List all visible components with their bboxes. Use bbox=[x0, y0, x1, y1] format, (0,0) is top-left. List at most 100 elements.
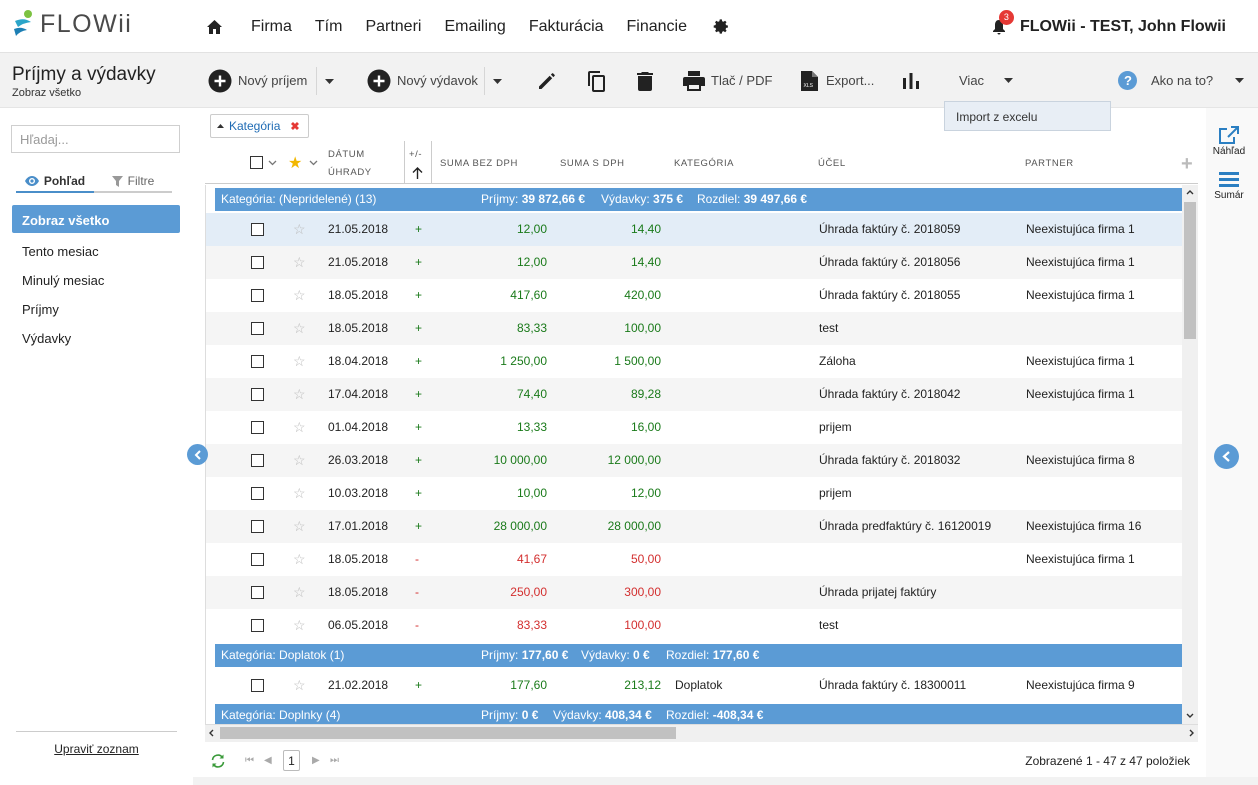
scroll-right-icon[interactable] bbox=[1189, 729, 1194, 737]
table-row[interactable]: ☆ 21.05.2018 +12,00 14,40 Úhrada faktúry č. … bbox=[206, 213, 1182, 246]
prev-page-icon[interactable]: ◀ bbox=[264, 755, 272, 766]
row-checkbox[interactable] bbox=[251, 322, 264, 335]
star-icon[interactable]: ☆ bbox=[293, 584, 306, 600]
star-icon[interactable]: ☆ bbox=[293, 485, 306, 501]
row-checkbox[interactable] bbox=[251, 223, 264, 236]
sidebar-item-expenses[interactable]: Výdavky bbox=[22, 331, 72, 346]
new-income-button[interactable]: Nový príjem bbox=[208, 53, 307, 108]
table-row[interactable]: ☆ 18.05.2018 +417,60 420,00 Úhrada faktúry č… bbox=[206, 279, 1182, 312]
chevron-down-icon[interactable] bbox=[268, 160, 277, 166]
row-checkbox[interactable] bbox=[251, 256, 264, 269]
sidebar-item-all[interactable]: Zobraz všetko bbox=[12, 205, 180, 233]
refresh-icon[interactable] bbox=[210, 754, 226, 768]
row-checkbox[interactable] bbox=[251, 421, 264, 434]
edit-button[interactable] bbox=[537, 53, 557, 108]
scroll-up-icon[interactable] bbox=[1186, 190, 1194, 195]
nav-emailing[interactable]: Emailing bbox=[444, 17, 506, 35]
scroll-left-icon[interactable] bbox=[209, 729, 214, 737]
export-button[interactable]: XLS Export... bbox=[801, 53, 874, 108]
star-icon[interactable]: ☆ bbox=[293, 617, 306, 633]
table-row[interactable]: ☆ 01.04.2018 +13,33 16,00 prijem bbox=[206, 411, 1182, 444]
print-pdf-button[interactable]: Tlač / PDF bbox=[683, 53, 772, 108]
select-all-checkbox[interactable] bbox=[250, 156, 263, 169]
row-checkbox[interactable] bbox=[251, 586, 264, 599]
search-input[interactable] bbox=[11, 125, 180, 153]
home-icon[interactable] bbox=[206, 19, 223, 35]
collapse-right-panel-button[interactable] bbox=[1214, 444, 1239, 469]
summary-button[interactable]: Sumár bbox=[1206, 172, 1252, 201]
star-filter-icon[interactable]: ★ bbox=[288, 155, 303, 172]
next-page-icon[interactable]: ▶ bbox=[312, 755, 320, 766]
star-icon[interactable]: ☆ bbox=[293, 551, 306, 567]
col-date-line2[interactable]: ÚHRADY bbox=[328, 167, 372, 178]
star-icon[interactable]: ☆ bbox=[293, 221, 306, 237]
col-purpose[interactable]: ÚČEL bbox=[818, 158, 846, 169]
notifications-bell-icon[interactable]: 3 bbox=[992, 9, 1014, 35]
vertical-scrollbar-thumb[interactable] bbox=[1184, 202, 1196, 339]
star-icon[interactable]: ☆ bbox=[293, 677, 306, 693]
star-icon[interactable]: ☆ bbox=[293, 254, 306, 270]
col-date-line1[interactable]: DÁTUM bbox=[328, 149, 365, 160]
star-icon[interactable]: ☆ bbox=[293, 353, 306, 369]
nav-tim[interactable]: Tím bbox=[314, 17, 343, 35]
help-button[interactable]: ? Ako na to? bbox=[1118, 53, 1245, 108]
first-page-icon[interactable]: ⏮ bbox=[245, 755, 254, 766]
col-category[interactable]: KATEGÓRIA bbox=[674, 158, 735, 169]
row-checkbox[interactable] bbox=[251, 289, 264, 302]
new-expense-button[interactable]: Nový výdavok bbox=[367, 53, 478, 108]
nav-partneri[interactable]: Partneri bbox=[365, 17, 422, 35]
logo[interactable]: FLOWii bbox=[12, 9, 132, 39]
copy-button[interactable] bbox=[587, 53, 607, 108]
remove-group-icon[interactable]: ✖ bbox=[290, 120, 300, 133]
sidebar-item-this-month[interactable]: Tento mesiac bbox=[22, 244, 99, 259]
row-checkbox[interactable] bbox=[251, 487, 264, 500]
collapse-sidebar-button[interactable] bbox=[187, 444, 208, 465]
preview-button[interactable]: Náhľad bbox=[1206, 126, 1252, 157]
table-row[interactable]: ☆ 18.04.2018 +1 250,00 1 500,00 Záloha Neexis… bbox=[206, 345, 1182, 378]
scroll-down-icon[interactable] bbox=[1186, 713, 1194, 718]
horizontal-scrollbar-thumb[interactable] bbox=[220, 727, 676, 739]
add-column-icon[interactable]: + bbox=[1181, 153, 1193, 175]
star-icon[interactable]: ☆ bbox=[293, 518, 306, 534]
nav-firma[interactable]: Firma bbox=[251, 17, 292, 35]
current-page[interactable]: 1 bbox=[283, 750, 300, 771]
new-income-menu-button[interactable] bbox=[316, 67, 342, 95]
stats-button[interactable] bbox=[902, 53, 920, 108]
star-icon[interactable]: ☆ bbox=[293, 386, 306, 402]
group-header[interactable]: Kategória: (Nepridelené) (13) Príjmy: 39… bbox=[215, 188, 1182, 211]
more-dropdown-import-excel[interactable]: Import z excelu bbox=[944, 101, 1111, 131]
row-checkbox[interactable] bbox=[251, 520, 264, 533]
table-row[interactable]: ☆ 17.01.2018 +28 000,00 28 000,00 Úhrada pre… bbox=[206, 510, 1182, 543]
nav-financie[interactable]: Financie bbox=[626, 17, 688, 35]
col-net[interactable]: SUMA BEZ DPH bbox=[440, 158, 518, 169]
chevron-down-icon[interactable] bbox=[309, 160, 318, 166]
row-checkbox[interactable] bbox=[251, 619, 264, 632]
group-by-chip[interactable]: Kategória ✖ bbox=[210, 114, 309, 138]
group-header[interactable]: Kategória: Doplnky (4) Príjmy: 0 € Výdav… bbox=[215, 704, 1182, 724]
col-gross[interactable]: SUMA S DPH bbox=[560, 158, 625, 169]
table-row[interactable]: ☆ 18.05.2018 - 250,00 300,00 Úhrada prijatej … bbox=[206, 576, 1182, 609]
row-checkbox[interactable] bbox=[251, 553, 264, 566]
table-row[interactable]: ☆ 18.05.2018 - 41,67 50,00 Neexistujúca firma… bbox=[206, 543, 1182, 576]
nav-fakturacia[interactable]: Fakturácia bbox=[528, 17, 604, 35]
group-header[interactable]: Kategória: Doplatok (1) Príjmy: 177,60 €… bbox=[215, 644, 1182, 667]
star-icon[interactable]: ☆ bbox=[293, 419, 306, 435]
col-sign[interactable]: +/- bbox=[409, 149, 423, 160]
tab-filter[interactable]: Filtre bbox=[94, 171, 172, 193]
star-icon[interactable]: ☆ bbox=[293, 287, 306, 303]
row-checkbox[interactable] bbox=[251, 355, 264, 368]
edit-list-link[interactable]: Upraviť zoznam bbox=[16, 731, 177, 756]
sidebar-item-last-month[interactable]: Minulý mesiac bbox=[22, 273, 105, 288]
table-row[interactable]: ☆ 17.04.2018 +74,40 89,28 Úhrada faktúry č. … bbox=[206, 378, 1182, 411]
star-icon[interactable]: ☆ bbox=[293, 452, 306, 468]
row-checkbox[interactable] bbox=[251, 388, 264, 401]
sidebar-item-income[interactable]: Príjmy bbox=[22, 302, 59, 317]
sort-arrow-up-icon[interactable] bbox=[412, 167, 423, 179]
row-checkbox[interactable] bbox=[251, 454, 264, 467]
table-row[interactable]: ☆ 10.03.2018 +10,00 12,00 prijem bbox=[206, 477, 1182, 510]
star-icon[interactable]: ☆ bbox=[293, 320, 306, 336]
delete-button[interactable] bbox=[637, 53, 653, 108]
new-expense-menu-button[interactable] bbox=[484, 67, 510, 95]
row-checkbox[interactable] bbox=[251, 679, 264, 692]
table-row[interactable]: ☆ 18.05.2018 +83,33 100,00 test bbox=[206, 312, 1182, 345]
